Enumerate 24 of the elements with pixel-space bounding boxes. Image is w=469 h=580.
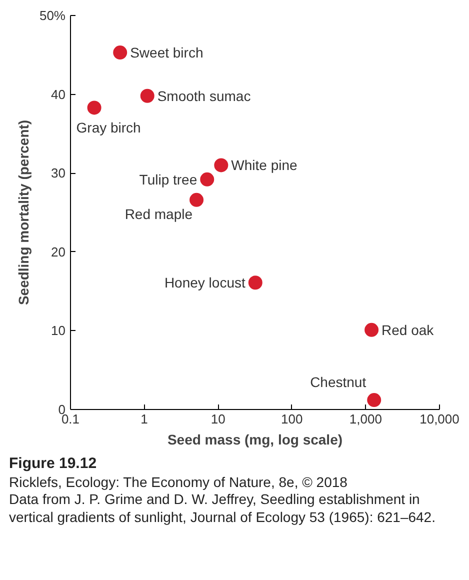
y-axis-title: Seedling mortality (percent) [15,120,32,306]
caption: Figure 19.12 [9,455,98,474]
annotation: Tulip tree [139,171,198,188]
y-tick-label: 50% [39,8,66,23]
x-tick-label: 1 [140,412,148,426]
annotation: Red oak [382,322,435,338]
x-tick-label: 100 [281,412,303,426]
x-axis-title: Seed mass (mg, log scale) [167,432,343,448]
annotation: Sweet birch [130,44,204,61]
y-tick-label: 10 [51,323,66,338]
annotation: Smooth sumac [157,88,251,104]
x-tick-label: 10 [210,412,226,426]
text: Data from J. P. Grime and D. W. Jeffrey, Seedling establishment in vertical gradients of sunlight, Journal of Ecology 53 (1965): 621–642. [9,491,436,526]
annotation: Chestnut [310,374,366,390]
annotation: Honey locust [164,274,246,291]
y-tick-label: 40 [51,86,66,102]
y-tick-label: 20 [51,244,66,260]
y-tick-label: 30 [51,166,66,181]
x-tick-label: 10,000 [420,412,460,426]
x-tick-label: 1,000 [349,412,382,426]
annotation: Gray birch [76,120,141,136]
text: Ricklefs, Ecology: The Economy of Nature, 8e, © 2018 [9,474,348,492]
annotation: Red maple [124,206,193,222]
annotation: White pine [231,157,298,174]
